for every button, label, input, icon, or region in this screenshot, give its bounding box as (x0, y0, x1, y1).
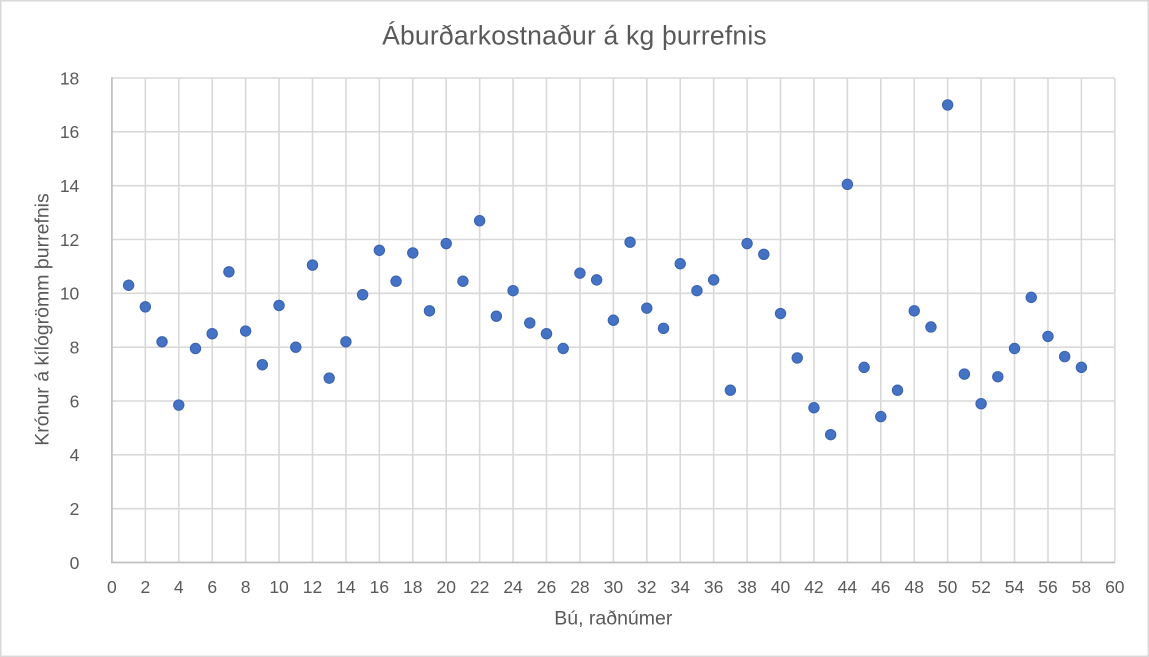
svg-text:42: 42 (804, 577, 823, 597)
svg-text:8: 8 (241, 577, 251, 597)
svg-text:0: 0 (70, 553, 80, 573)
svg-text:Áburðarkostnaður á kg þurrefni: Áburðarkostnaður á kg þurrefnis (382, 21, 767, 51)
svg-text:54: 54 (1005, 577, 1025, 597)
svg-text:8: 8 (70, 337, 80, 357)
svg-text:32: 32 (637, 577, 656, 597)
svg-text:12: 12 (60, 230, 79, 250)
svg-text:16: 16 (370, 577, 389, 597)
svg-text:6: 6 (207, 577, 217, 597)
svg-text:0: 0 (107, 577, 117, 597)
svg-text:10: 10 (60, 284, 80, 304)
svg-text:12: 12 (303, 577, 322, 597)
svg-text:56: 56 (1038, 577, 1057, 597)
svg-text:36: 36 (704, 577, 723, 597)
svg-text:Krónur á kílógrömm þurrefnis: Krónur á kílógrömm þurrefnis (32, 193, 54, 446)
svg-text:4: 4 (70, 445, 80, 465)
svg-text:22: 22 (470, 577, 489, 597)
svg-text:20: 20 (436, 577, 456, 597)
svg-text:2: 2 (140, 577, 150, 597)
svg-text:46: 46 (871, 577, 890, 597)
svg-text:40: 40 (771, 577, 791, 597)
svg-text:60: 60 (1105, 577, 1125, 597)
svg-text:48: 48 (904, 577, 923, 597)
svg-text:34: 34 (670, 577, 690, 597)
svg-text:58: 58 (1072, 577, 1091, 597)
svg-text:28: 28 (570, 577, 589, 597)
svg-text:24: 24 (503, 577, 523, 597)
svg-text:18: 18 (60, 68, 79, 88)
svg-text:10: 10 (269, 577, 289, 597)
svg-text:26: 26 (537, 577, 556, 597)
svg-text:4: 4 (174, 577, 184, 597)
svg-text:30: 30 (604, 577, 624, 597)
svg-text:52: 52 (971, 577, 990, 597)
svg-text:16: 16 (60, 122, 79, 142)
svg-text:14: 14 (60, 176, 80, 196)
svg-text:18: 18 (403, 577, 422, 597)
svg-text:2: 2 (70, 499, 80, 519)
svg-text:38: 38 (737, 577, 756, 597)
svg-text:50: 50 (938, 577, 958, 597)
svg-text:14: 14 (336, 577, 356, 597)
svg-text:6: 6 (70, 391, 80, 411)
svg-text:Bú, raðnúmer: Bú, raðnúmer (554, 607, 673, 629)
svg-text:44: 44 (838, 577, 858, 597)
